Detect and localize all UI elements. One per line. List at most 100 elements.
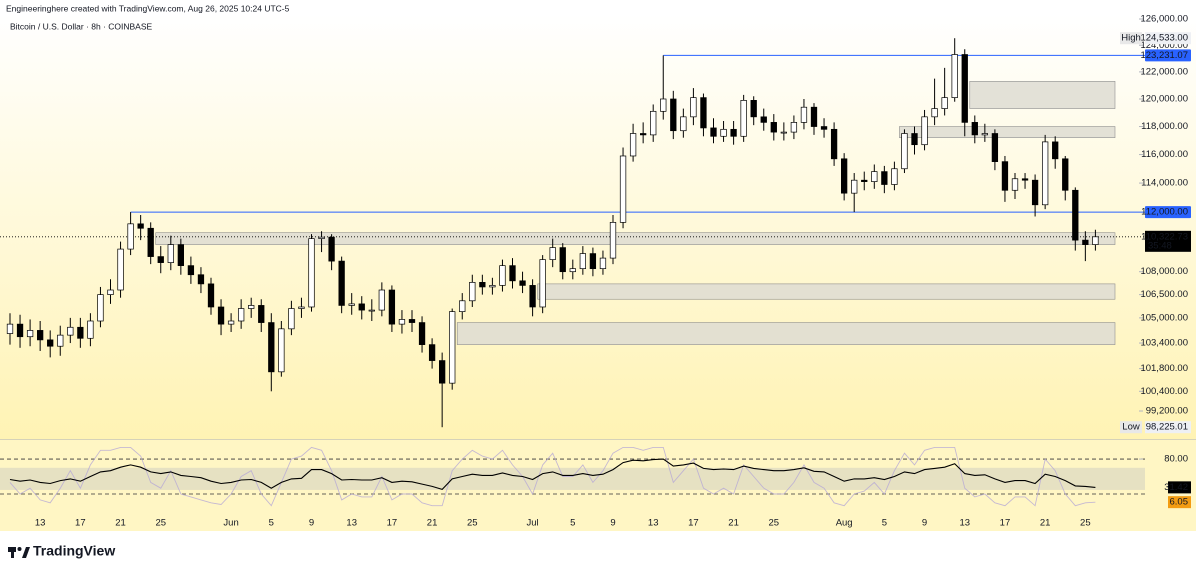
x-tick-label: 25	[769, 518, 780, 529]
candle-body	[1052, 141, 1059, 160]
symbol-line: Bitcoin / U.S. Dollar · 8h · COINBASE	[10, 21, 153, 31]
y-tick-label: 99,200.00	[1146, 406, 1188, 417]
candle-body	[67, 326, 74, 336]
zone	[537, 283, 1116, 300]
x-tick-label: 17	[387, 518, 398, 529]
candle-body	[137, 223, 144, 229]
oscillator-value-box	[1168, 496, 1191, 509]
countdown-label: 35:48	[1148, 240, 1172, 251]
candle-body	[1041, 141, 1049, 206]
y-tick-label: 80.00	[1164, 454, 1188, 465]
extreme-value: 124,533.00	[1140, 33, 1188, 44]
y-tick-label: 122,000.00	[1140, 66, 1188, 77]
extreme-value-box	[1145, 421, 1191, 434]
candle-body	[248, 305, 255, 309]
candle-body	[87, 320, 94, 339]
candle-body	[6, 323, 14, 334]
candle-body	[730, 128, 737, 137]
candle-body	[981, 133, 988, 136]
zone	[969, 81, 1116, 109]
extreme-value: 98,225.01	[1146, 422, 1188, 433]
x-tick-label: 25	[467, 518, 478, 529]
candle-body	[408, 319, 416, 323]
candle-body	[911, 133, 918, 146]
extreme-value-box	[1145, 32, 1191, 45]
x-tick-label: 13	[35, 518, 46, 529]
candle-body	[619, 155, 627, 223]
x-tick-label: 25	[155, 518, 166, 529]
candle-body	[660, 98, 667, 112]
zone	[155, 232, 1116, 245]
candle-body	[288, 308, 295, 330]
candle-body	[549, 247, 556, 260]
x-tick-label: 9	[610, 518, 615, 529]
candle-body	[1092, 236, 1099, 245]
candle-body	[519, 280, 526, 286]
candle-body	[680, 116, 687, 132]
last-price-box	[1145, 230, 1191, 252]
candle-body	[1062, 158, 1069, 191]
candle-body	[147, 227, 154, 257]
candle-body	[449, 311, 456, 384]
candle-body	[629, 133, 637, 157]
candle-body	[207, 283, 215, 308]
candle-body	[187, 265, 195, 276]
candle-body	[77, 326, 84, 339]
candle-body	[810, 106, 818, 127]
candle-body	[1011, 178, 1019, 191]
candle-body	[700, 97, 707, 129]
candle-body	[167, 244, 174, 263]
oscillator-value: 6.05	[1170, 497, 1189, 508]
candle-body	[750, 100, 757, 118]
candle-body	[1072, 189, 1079, 241]
candle-body	[710, 127, 717, 137]
candle-body	[177, 244, 185, 266]
x-tick-label: 13	[648, 518, 659, 529]
candle-body	[217, 306, 225, 325]
y-tick-label: 126,000.00	[1140, 14, 1188, 25]
candle-body	[921, 116, 928, 146]
candle-body	[539, 259, 546, 308]
candle-body	[459, 300, 466, 312]
oscillator-band	[0, 467, 1145, 490]
candle-body	[579, 253, 586, 270]
candle-body	[127, 223, 134, 250]
candle-body	[690, 97, 697, 118]
candle-body	[388, 289, 396, 325]
candle-body	[609, 222, 617, 259]
candle-body	[650, 110, 657, 136]
candle-body	[479, 282, 486, 288]
candle-body	[559, 247, 566, 273]
candle-body	[800, 106, 808, 123]
x-tick-label: 5	[570, 518, 575, 529]
candle-body	[328, 236, 335, 262]
x-tick-label: 5	[269, 518, 274, 529]
candle-body	[720, 128, 727, 137]
candle-body	[820, 126, 828, 130]
x-tick-label: 17	[75, 518, 86, 529]
candle-body	[368, 309, 375, 312]
x-tick-label: 21	[1040, 518, 1051, 529]
candle-body	[861, 179, 868, 182]
candle-body	[951, 54, 958, 98]
x-tick-label: 21	[427, 518, 438, 529]
candle-body	[308, 238, 315, 308]
candle-body	[770, 122, 777, 133]
x-tick-label: 9	[922, 518, 927, 529]
candle-body	[881, 171, 888, 185]
extreme-tag-box	[1120, 32, 1142, 45]
x-tick-label: Jun	[223, 518, 238, 529]
candle-body	[790, 122, 798, 133]
candle-body	[499, 265, 506, 286]
zone	[456, 322, 1116, 345]
candle-body	[418, 322, 426, 345]
candle-body	[670, 98, 677, 132]
x-tick-label: 13	[959, 518, 970, 529]
oscillator-line	[9, 458, 1096, 491]
candle-body	[227, 320, 235, 325]
oscillator-value-box	[1168, 481, 1191, 494]
oscillator-panel	[0, 440, 1196, 531]
candle-body	[891, 168, 898, 185]
candle-body	[157, 256, 164, 263]
